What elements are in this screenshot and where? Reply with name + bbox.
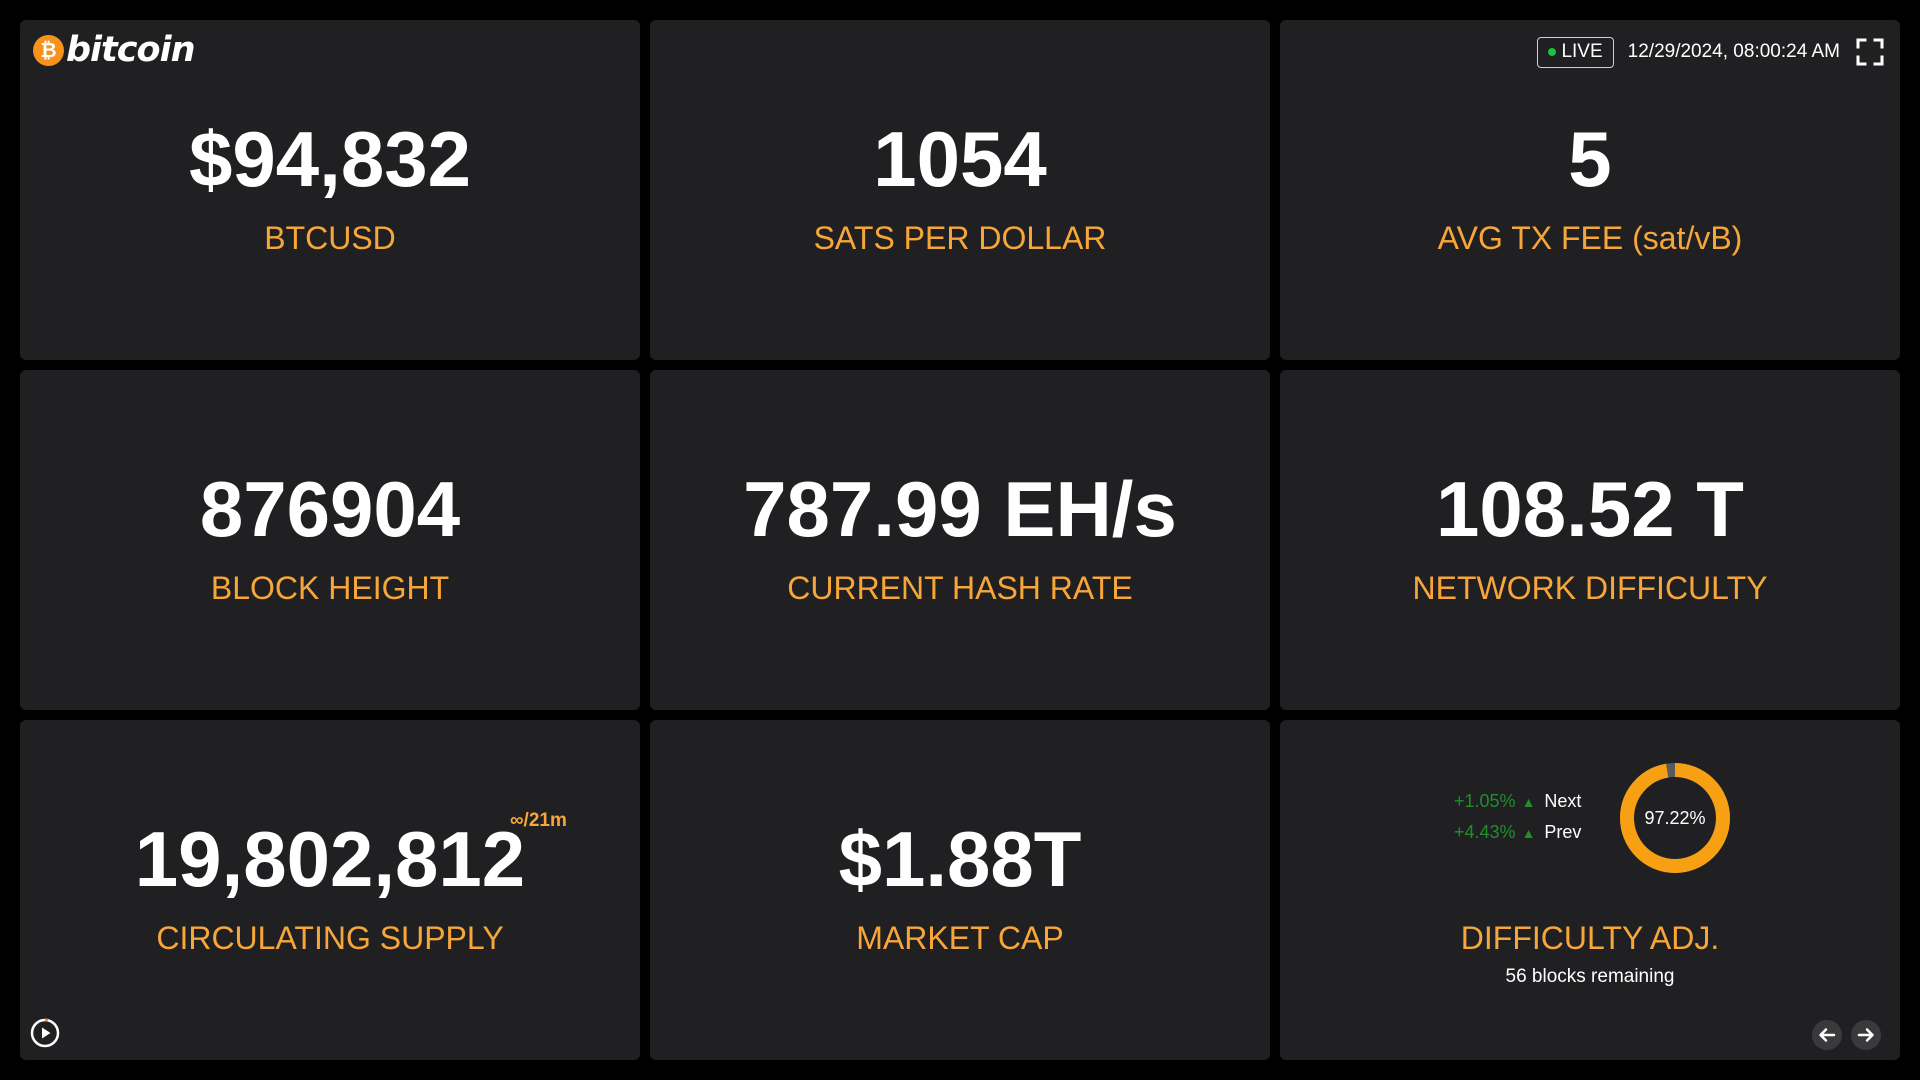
blocks-remaining: 56 blocks remaining <box>1505 966 1675 987</box>
supply-suffix: ∞/21m <box>510 810 567 831</box>
marketcap-label: MARKET CAP <box>856 920 1064 956</box>
supply-card: 19,802,812 ∞/21m CIRCULATING SUPPLY <box>20 720 640 1060</box>
live-badge: LIVE <box>1537 36 1614 68</box>
sats-value: 1054 <box>873 115 1047 203</box>
bitcoin-logo[interactable]: ₿ bitcoin <box>33 30 195 70</box>
dashboard-grid: ₿ bitcoin $94,832 BTCUSD 1054 SATS PER D… <box>20 20 1900 1060</box>
bitcoin-wordmark: bitcoin <box>66 30 195 70</box>
up-arrow-icon: ▲ <box>1521 793 1536 810</box>
price-value: $94,832 <box>189 115 471 203</box>
difficulty-progress-arc <box>1620 763 1730 873</box>
difficulty-adj-label: DIFFICULTY ADJ. <box>1460 920 1720 956</box>
block-label: BLOCK HEIGHT <box>210 570 450 606</box>
marketcap-card: $1.88T MARKET CAP <box>650 720 1270 1060</box>
difficulty-label: NETWORK DIFFICULTY <box>1412 570 1768 606</box>
sats-label: SATS PER DOLLAR <box>813 220 1107 256</box>
play-icon[interactable] <box>29 1017 61 1049</box>
next-adj-pct: +1.05% <box>1454 791 1516 811</box>
next-adj-row: +1.05% ▲ Next <box>1454 786 1614 817</box>
sats-card: 1054 SATS PER DOLLAR <box>650 20 1270 360</box>
prev-adj-label: Prev <box>1544 822 1582 842</box>
fee-label: AVG TX FEE (sat/vB) <box>1437 220 1743 256</box>
block-value: 876904 <box>199 465 461 553</box>
arrow-left-icon[interactable] <box>1812 1020 1842 1050</box>
difficulty-adj-card: +1.05% ▲ Next +4.43% ▲ Prev 97.22% DIFFI… <box>1280 720 1900 1060</box>
block-card: 876904 BLOCK HEIGHT <box>20 370 640 710</box>
fullscreen-icon[interactable] <box>1856 38 1884 66</box>
next-adj-label: Next <box>1544 791 1582 811</box>
supply-label: CIRCULATING SUPPLY <box>156 920 504 956</box>
datetime: 12/29/2024, 08:00:24 AM <box>1627 41 1840 62</box>
hashrate-label: CURRENT HASH RATE <box>787 570 1133 606</box>
up-arrow-icon: ▲ <box>1521 824 1536 841</box>
difficulty-value: 108.52 T <box>1436 465 1744 553</box>
hashrate-card: 787.99 EH/s CURRENT HASH RATE <box>650 370 1270 710</box>
difficulty-progress-ring <box>1620 763 1730 873</box>
difficulty-adj-changes: +1.05% ▲ Next +4.43% ▲ Prev <box>1454 786 1614 848</box>
bitcoin-coin-icon: ₿ <box>33 34 64 66</box>
price-label: BTCUSD <box>264 220 396 256</box>
difficulty-progress-text: 97.22% <box>1644 808 1706 828</box>
difficulty-card: 108.52 T NETWORK DIFFICULTY <box>1280 370 1900 710</box>
prev-adj-row: +4.43% ▲ Prev <box>1454 817 1614 848</box>
arrow-right-icon[interactable] <box>1851 1020 1881 1050</box>
header-controls: LIVE 12/29/2024, 08:00:24 AM <box>1537 34 1884 70</box>
fee-value: 5 <box>1568 115 1612 203</box>
supply-value: 19,802,812 <box>134 815 526 903</box>
hashrate-value: 787.99 EH/s <box>743 465 1177 553</box>
live-label: LIVE <box>1561 41 1603 62</box>
live-dot-icon <box>1548 48 1557 56</box>
marketcap-value: $1.88T <box>838 815 1082 903</box>
price-card: ₿ bitcoin $94,832 BTCUSD <box>20 20 640 360</box>
fee-card: LIVE 12/29/2024, 08:00:24 AM 5 AVG TX FE… <box>1280 20 1900 360</box>
prev-adj-pct: +4.43% <box>1454 822 1516 842</box>
